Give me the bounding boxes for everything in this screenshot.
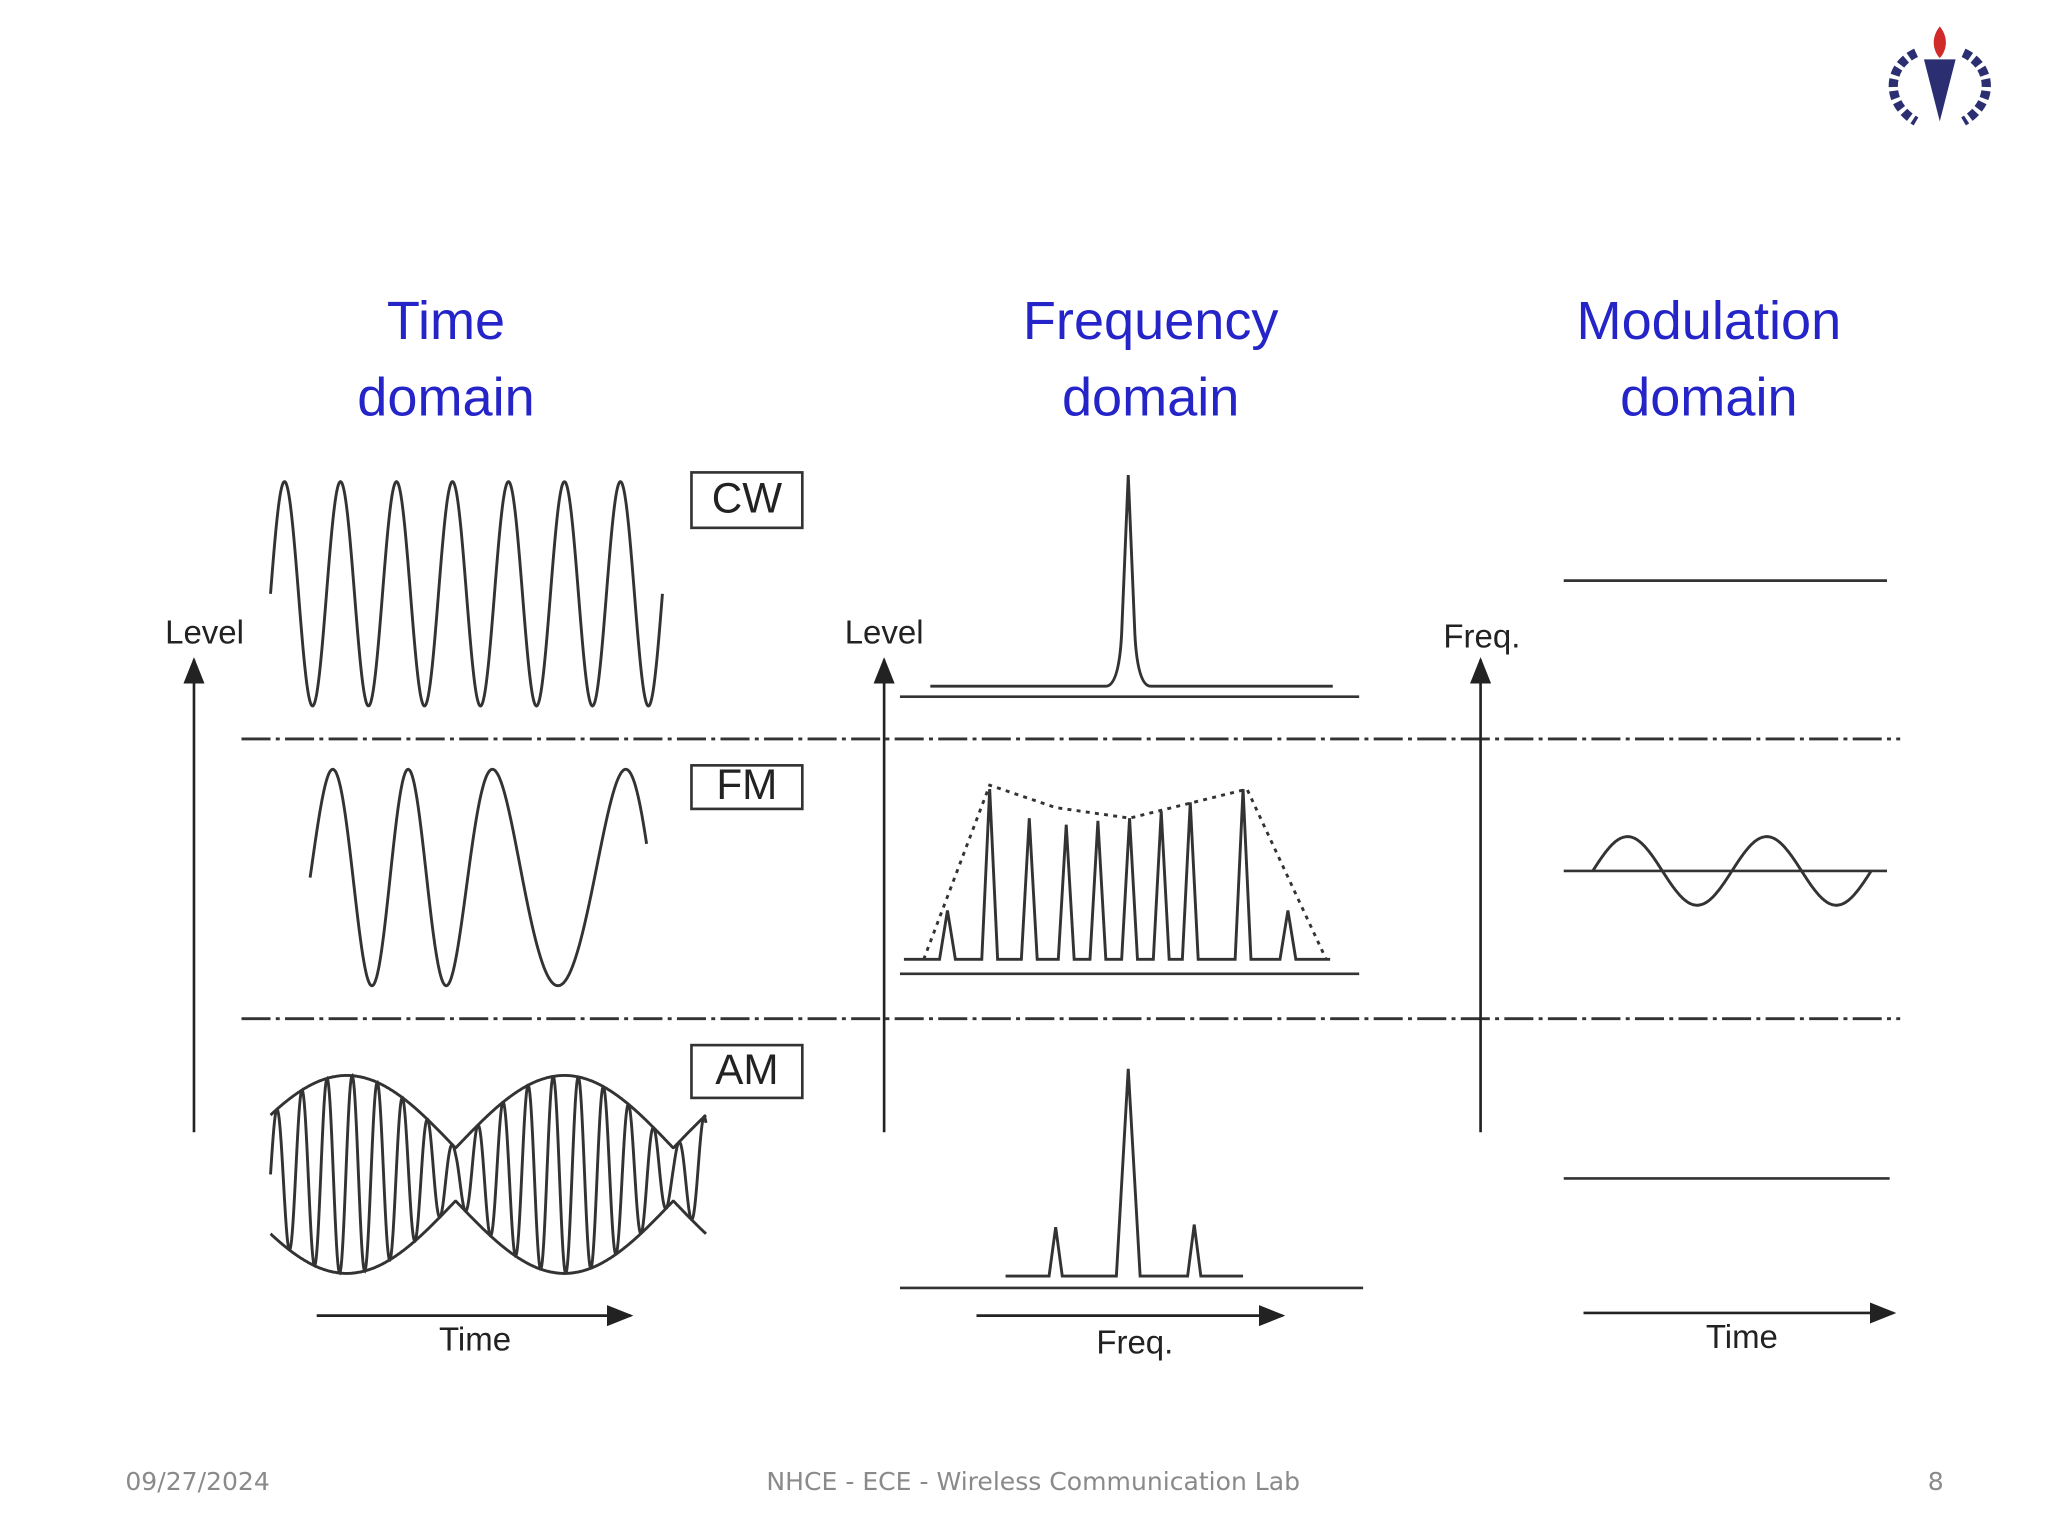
curve xyxy=(1591,835,1873,907)
column-header: domain xyxy=(357,368,534,428)
axis-label: Level xyxy=(845,613,924,650)
column-header: Time xyxy=(387,291,505,351)
column-header: domain xyxy=(1062,368,1239,428)
label-box xyxy=(690,1043,804,1100)
column-header: domain xyxy=(1620,368,1797,428)
curve xyxy=(269,1073,708,1276)
curve xyxy=(922,783,1328,960)
label-box xyxy=(690,471,804,530)
page-number: 8 xyxy=(1928,1467,1944,1496)
curve xyxy=(903,789,1331,961)
axis-label: Freq. xyxy=(1443,617,1520,654)
curve xyxy=(1005,1068,1244,1278)
axis-label: Time xyxy=(1706,1318,1778,1355)
footer-date: 09/27/2024 xyxy=(125,1467,269,1496)
axis-label: Level xyxy=(165,613,244,650)
curve xyxy=(269,1199,708,1275)
row-label: FM xyxy=(716,761,777,808)
footer-title: NHCE - ECE - Wireless Communication Lab xyxy=(766,1467,1300,1496)
axis-label: Time xyxy=(439,1321,511,1358)
row-label: AM xyxy=(715,1046,778,1093)
waveforms xyxy=(183,474,1901,1327)
curve xyxy=(269,480,664,708)
axis-label: Freq. xyxy=(1096,1323,1173,1360)
row-label: CW xyxy=(712,475,782,522)
column-header: Frequency xyxy=(1023,291,1279,351)
label-box xyxy=(690,764,804,811)
curve xyxy=(930,474,1333,688)
logo xyxy=(1888,26,1991,126)
curve xyxy=(269,1074,708,1150)
curve xyxy=(308,767,649,988)
column-header: Modulation xyxy=(1577,291,1842,351)
